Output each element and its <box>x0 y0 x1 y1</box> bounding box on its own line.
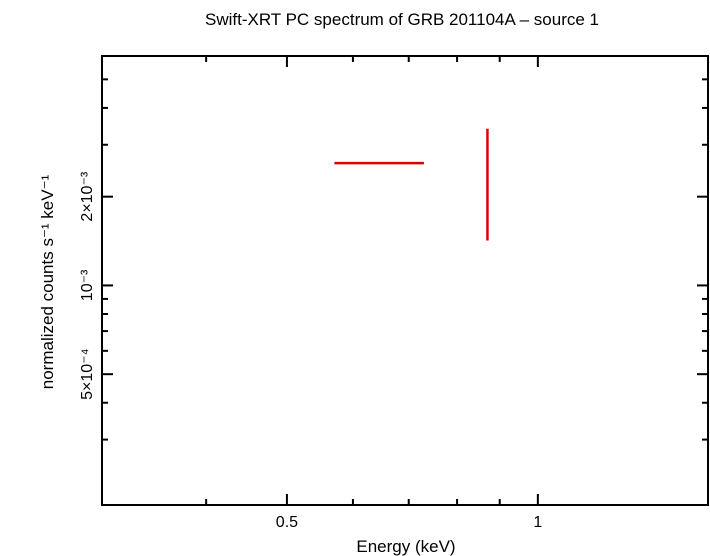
y-axis-label: normalized counts s⁻¹ keV⁻¹ <box>38 174 57 389</box>
y-tick-label: 2×10⁻³ <box>79 171 96 221</box>
x-axis-label: Energy (keV) <box>356 537 455 556</box>
axis-ticks: 0.5 1 5×10⁻⁴ 10⁻³ 2×10⁻³ <box>79 56 708 531</box>
y-tick-label: 10⁻³ <box>79 269 96 301</box>
x-tick-label: 0.5 <box>276 514 298 531</box>
x-tick-label: 1 <box>533 514 542 531</box>
plot-frame <box>101 55 709 506</box>
y-tick-label: 5×10⁻⁴ <box>79 348 96 399</box>
data-layer <box>334 128 489 241</box>
chart-title: Swift-XRT PC spectrum of GRB 201104A – s… <box>205 10 599 29</box>
